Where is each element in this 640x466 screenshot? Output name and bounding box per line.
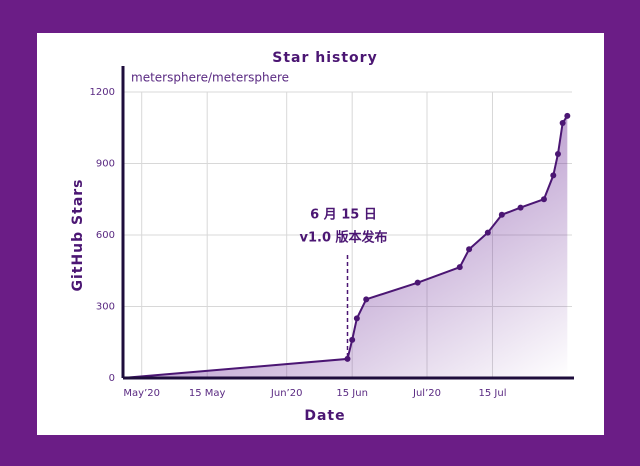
x-tick-label: Jul’20 xyxy=(412,388,441,399)
x-tick-label: 15 Jul xyxy=(479,388,507,399)
subtitle: metersphere/metersphere xyxy=(131,71,289,85)
point xyxy=(498,211,505,218)
point xyxy=(353,315,360,322)
point xyxy=(550,172,557,179)
y-axis-label: GitHub Stars xyxy=(70,178,86,291)
point xyxy=(484,229,491,236)
chart-title: Star history xyxy=(272,50,377,66)
line xyxy=(122,115,569,379)
annotation-text: v1.0 版本发布 xyxy=(299,230,387,246)
point xyxy=(344,355,351,362)
point xyxy=(517,204,524,211)
x-tick-label: 15 Jun xyxy=(336,388,368,399)
x-tick-label: 15 May xyxy=(189,388,226,399)
y-tick-label: 600 xyxy=(96,230,115,241)
point xyxy=(564,112,571,119)
point xyxy=(349,336,356,343)
y-tick-label: 300 xyxy=(96,302,115,313)
y-tick-label: 1200 xyxy=(90,87,115,98)
y-tick-label: 900 xyxy=(96,159,115,170)
y-tick-label: 0 xyxy=(109,373,115,384)
x-tick-label: May’20 xyxy=(123,388,160,399)
x-axis-label: Date xyxy=(304,408,345,424)
point xyxy=(540,196,547,203)
point xyxy=(456,264,463,271)
point xyxy=(554,150,561,157)
point xyxy=(466,246,473,253)
annotation-text: 6 月 15 日 xyxy=(310,208,377,223)
area xyxy=(123,115,568,378)
point xyxy=(363,296,370,303)
x-tick-label: Jun’20 xyxy=(270,388,303,399)
point xyxy=(414,279,421,286)
point xyxy=(559,119,566,126)
